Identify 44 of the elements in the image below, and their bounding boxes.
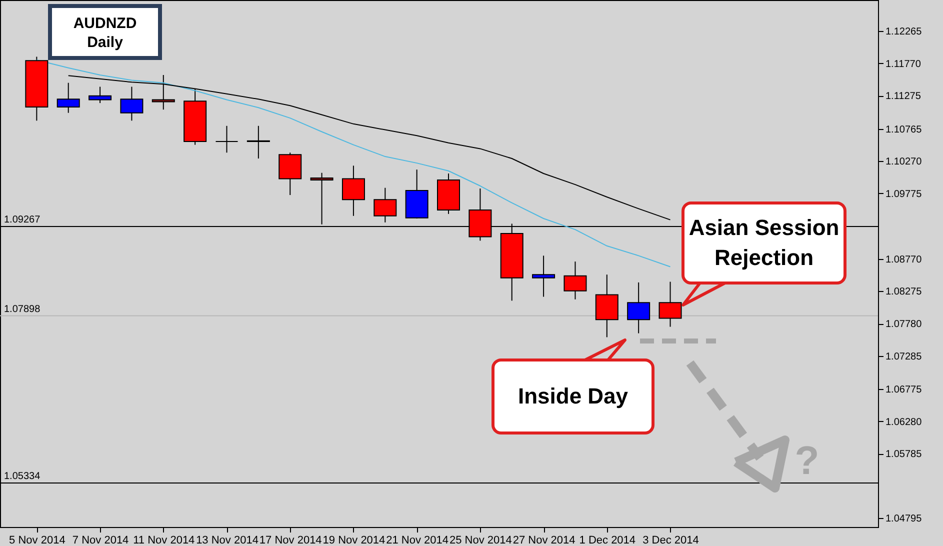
candlestick xyxy=(374,187,397,223)
candlestick xyxy=(246,125,270,159)
line-series xyxy=(68,75,671,220)
y-tick-label: 1.07285 xyxy=(886,351,922,362)
y-tick-label: 1.04795 xyxy=(886,514,922,525)
y-tick-label: 1.05785 xyxy=(886,449,922,460)
ref-line-label: 1.05334 xyxy=(4,471,41,482)
text: ? xyxy=(794,439,820,483)
x-tick-label: 17 Nov 2014 xyxy=(259,534,322,546)
candlestick xyxy=(120,86,144,122)
candlestick xyxy=(56,82,80,114)
x-tick-label: 25 Nov 2014 xyxy=(449,534,512,546)
candlestick xyxy=(532,255,556,298)
x-tick-label: 13 Nov 2014 xyxy=(196,534,258,546)
text: Asian Session Rejection xyxy=(688,215,840,270)
ref-line-label: 1.09267 xyxy=(4,214,41,226)
y-tick-label: 1.10270 xyxy=(886,156,922,168)
x-tick-label: 21 Nov 2014 xyxy=(386,534,449,546)
x-tick-label: 27 Nov 2014 xyxy=(512,534,576,546)
candlestick xyxy=(564,261,587,300)
candlestick xyxy=(342,165,365,216)
candlestick xyxy=(627,282,650,334)
candlestick xyxy=(88,86,112,104)
y-tick-label: 1.09775 xyxy=(886,188,922,200)
candlestick xyxy=(658,281,682,328)
y-tick-label: 1.08275 xyxy=(886,286,922,298)
y-tick-label: 1.08770 xyxy=(886,254,922,266)
x-tick-label: 1 Dec 2014 xyxy=(579,534,636,546)
x-tick-label: 11 Nov 2014 xyxy=(133,534,195,546)
y-tick-label: 1.11275 xyxy=(886,91,922,102)
candlestick xyxy=(215,125,238,154)
y-tick-label: 1.11770 xyxy=(886,58,922,70)
x-tick-label: 7 Nov 2014 xyxy=(72,534,129,546)
text: AUDNZD Daily xyxy=(73,15,137,51)
x-tick-label: 19 Nov 2014 xyxy=(322,534,386,546)
x-tick-label: 3 Dec 2014 xyxy=(642,534,699,546)
y-tick-label: 1.06280 xyxy=(886,416,922,428)
x-tick-label: 5 Nov 2014 xyxy=(9,534,66,546)
y-tick-label: 1.07780 xyxy=(886,319,922,330)
y-tick-label: 1.12265 xyxy=(886,26,922,38)
y-tick-label: 1.06775 xyxy=(886,384,922,396)
ref-line-label: 1.07898 xyxy=(4,304,41,315)
annotation: Inside Day xyxy=(518,384,629,408)
y-tick-label: 1.10765 xyxy=(886,124,922,136)
